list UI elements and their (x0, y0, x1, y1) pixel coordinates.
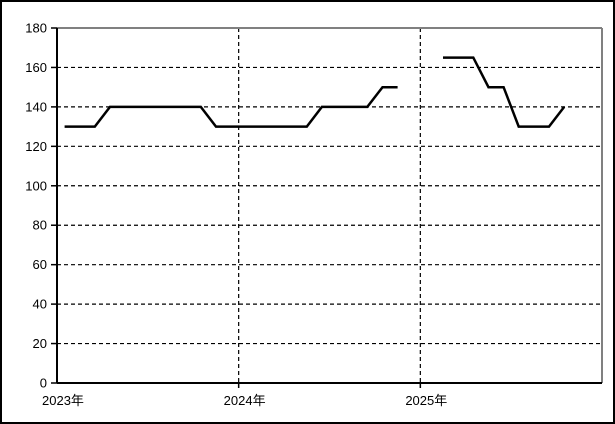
y-tick-label: 140 (25, 99, 47, 114)
y-tick-label: 160 (25, 60, 47, 75)
x-tick-label: 2023年 (42, 393, 84, 408)
x-tick-label: 2025年 (405, 393, 447, 408)
y-tick-label: 80 (33, 218, 47, 233)
y-tick-label: 180 (25, 21, 47, 36)
y-tick-label: 40 (33, 297, 47, 312)
y-tick-label: 0 (40, 376, 47, 391)
y-tick-label: 100 (25, 178, 47, 193)
y-tick-label: 60 (33, 257, 47, 272)
y-tick-label: 120 (25, 139, 47, 154)
y-tick-label: 20 (33, 336, 47, 351)
data-series-line (64, 56, 566, 128)
x-tick-label: 2024年 (224, 393, 266, 408)
